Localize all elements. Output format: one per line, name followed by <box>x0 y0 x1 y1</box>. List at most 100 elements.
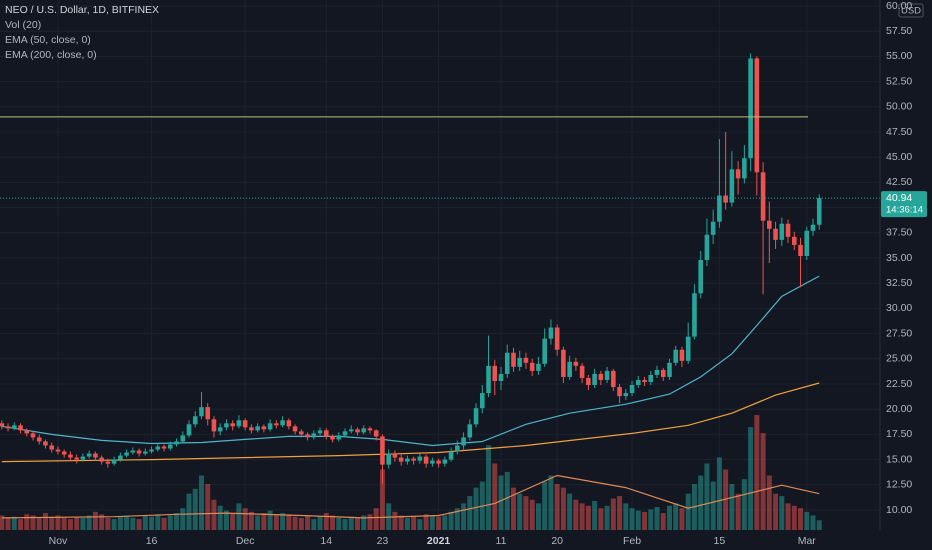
last-price-box <box>881 191 927 218</box>
volume-bar <box>242 508 248 530</box>
volume-bar <box>5 517 11 530</box>
candle-body <box>305 434 310 438</box>
volume-bar <box>105 517 111 530</box>
candle-body <box>798 244 803 256</box>
x-tick-label: Mar <box>798 535 817 547</box>
candle-body <box>286 420 292 427</box>
volume-bar <box>186 493 192 530</box>
candle-body <box>167 444 173 449</box>
candle-body <box>224 423 229 428</box>
volume-bar <box>261 513 267 530</box>
candle-body <box>467 424 473 438</box>
volume-bar <box>679 508 685 530</box>
volume-bar <box>498 475 504 530</box>
volume-bar <box>598 508 604 530</box>
candle-body <box>299 431 304 435</box>
candle-body <box>629 385 635 394</box>
volume-bar <box>336 517 342 530</box>
candle-body <box>143 451 148 454</box>
x-tick-label: 20 <box>551 535 563 547</box>
candle-body <box>274 423 279 426</box>
candle-body <box>717 195 722 222</box>
volume-bar <box>623 503 629 530</box>
volume-bar <box>741 479 747 530</box>
candle-body <box>598 373 604 380</box>
candle-body <box>386 453 391 465</box>
candle-body <box>455 445 460 452</box>
y-tick-label: 17.50 <box>886 428 912 440</box>
candle-body <box>24 430 30 434</box>
volume-bar <box>779 496 785 530</box>
candle-body <box>80 456 86 460</box>
volume-bar <box>230 513 236 530</box>
candle-body <box>186 424 192 436</box>
y-tick-label: 22.50 <box>886 378 912 390</box>
volume-bar <box>436 516 442 530</box>
candle-body <box>99 457 104 462</box>
candle-body <box>0 423 5 427</box>
candle-body <box>192 416 198 425</box>
candle-body <box>18 425 23 431</box>
volume-bar <box>373 508 379 530</box>
candles <box>0 53 822 484</box>
x-tick-label: 23 <box>377 535 389 547</box>
candle-body <box>217 427 223 432</box>
volume-bar <box>330 515 336 530</box>
y-tick-label: 20.00 <box>886 403 912 415</box>
volume-bar <box>367 514 373 530</box>
volume-bar <box>473 487 479 530</box>
y-tick-label: 57.50 <box>886 25 912 37</box>
candle-body <box>124 452 129 456</box>
candle-body <box>136 450 142 454</box>
volume-bar <box>86 515 92 530</box>
volume-bar <box>298 517 304 530</box>
volume-bar <box>42 513 48 530</box>
candle-body <box>174 441 179 445</box>
candle-body <box>442 459 448 464</box>
candle-body <box>68 454 73 458</box>
candle-body <box>342 431 348 436</box>
volume-bar <box>67 519 73 530</box>
candle-body <box>760 172 766 221</box>
volume-bar <box>305 515 311 530</box>
candle-body <box>567 361 572 377</box>
volume-bar <box>529 499 535 530</box>
volume-bar <box>136 519 142 530</box>
y-tick-label: 60.00 <box>886 0 912 12</box>
candle-body <box>398 457 404 462</box>
y-tick-label: 10.00 <box>886 504 912 516</box>
candle-body <box>280 420 285 426</box>
candle-body <box>754 58 760 173</box>
chart-title: NEO / U.S. Dollar, 1D, BITFINEX <box>5 4 159 16</box>
indicator-line <box>1 382 820 463</box>
volume-bar <box>348 516 354 530</box>
candle-body <box>5 426 11 429</box>
candle-body <box>348 429 354 432</box>
volume-bar <box>361 515 367 530</box>
candle-body <box>355 429 360 433</box>
y-tick-label: 27.50 <box>886 327 912 339</box>
volume-bar <box>205 484 211 530</box>
candle-body <box>36 437 42 442</box>
candle-body <box>479 393 485 409</box>
volume-bar <box>267 510 273 530</box>
candle-body <box>461 437 466 446</box>
candle-body <box>486 365 491 394</box>
volume-pane <box>0 415 822 530</box>
volume-bar <box>354 517 360 530</box>
y-tick-label: 15.00 <box>886 453 912 465</box>
candle-body <box>810 224 816 231</box>
volume-bar <box>673 503 679 530</box>
volume-bar <box>342 519 348 530</box>
candle-body <box>542 338 547 364</box>
price-axis-bg <box>880 0 932 550</box>
candle-body <box>261 426 267 430</box>
candle-body <box>49 445 55 450</box>
currency: USD <box>901 6 921 17</box>
candle-body <box>43 441 48 446</box>
volume-bar <box>704 463 710 530</box>
volume-bar <box>273 515 279 530</box>
